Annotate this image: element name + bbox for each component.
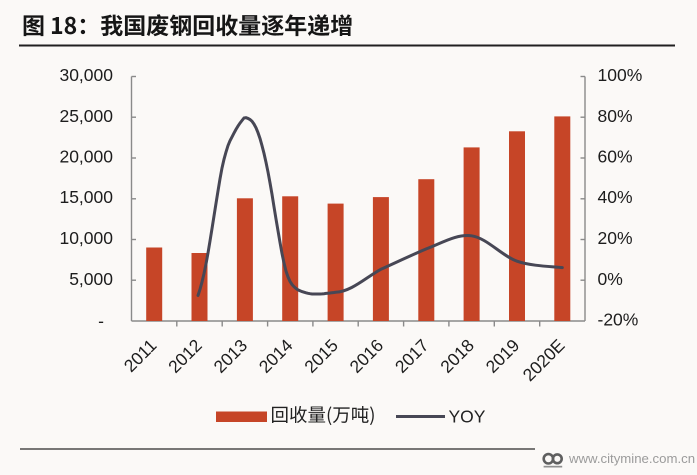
svg-text:60%: 60% (598, 147, 633, 167)
svg-text:-20%: -20% (598, 310, 639, 330)
svg-text:80%: 80% (598, 106, 633, 126)
svg-text:30,000: 30,000 (59, 65, 113, 85)
svg-text:-: - (98, 311, 104, 331)
svg-text:25,000: 25,000 (59, 106, 113, 126)
svg-text:www.citymine.com.cn: www.citymine.com.cn (568, 451, 695, 466)
svg-text:10,000: 10,000 (59, 228, 113, 248)
svg-text:5,000: 5,000 (69, 269, 113, 289)
svg-text:20,000: 20,000 (59, 147, 113, 167)
svg-text:20%: 20% (598, 228, 633, 248)
svg-text:100%: 100% (598, 65, 643, 85)
svg-text:0%: 0% (598, 269, 623, 289)
svg-text:40%: 40% (598, 187, 633, 207)
svg-text:YOY: YOY (449, 407, 486, 427)
svg-text:15,000: 15,000 (59, 187, 113, 207)
